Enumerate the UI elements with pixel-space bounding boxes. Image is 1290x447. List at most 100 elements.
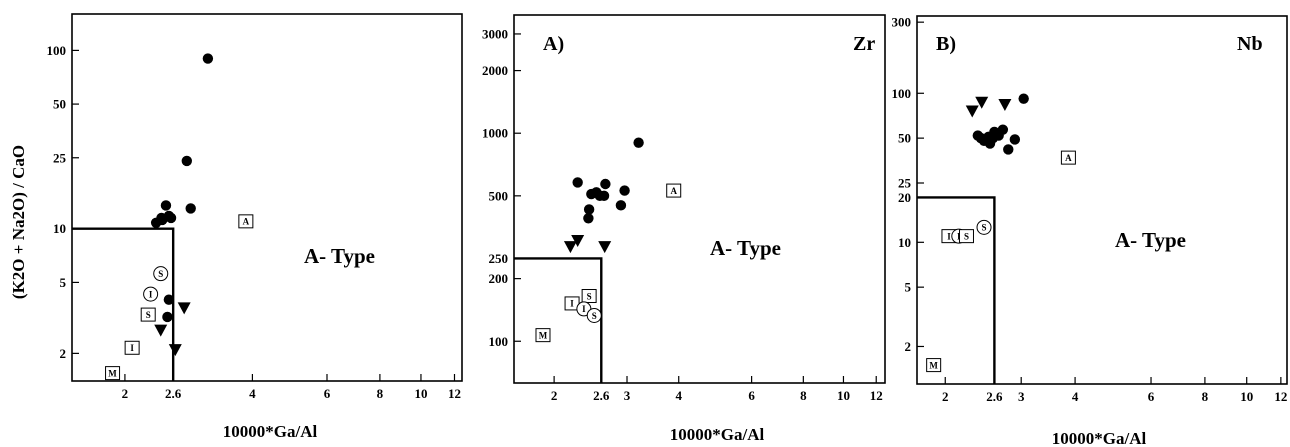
- y-tick-label: 50: [898, 131, 911, 146]
- x-tick-label: 10: [837, 388, 850, 403]
- x-tick-label: 12: [1274, 389, 1287, 404]
- data-point-circle: [615, 200, 627, 211]
- reference-label-s: S: [158, 269, 163, 279]
- data-point-circle: [984, 138, 996, 149]
- data-point-triangle: [965, 105, 979, 118]
- reference-box-m: [926, 358, 942, 373]
- plot-frame: [916, 15, 1288, 385]
- reference-label-a: A: [670, 186, 677, 196]
- data-point-circle: [583, 204, 595, 215]
- y-tick-label: 3000: [482, 26, 508, 41]
- a-type-field-label: A- Type: [1115, 228, 1186, 252]
- reference-box-i: [124, 340, 140, 355]
- panel-b-nb: 10000*Ga/Al B) Nb 2 2.6 3 4 6 8 10 122510202550…: [892, 15, 1288, 447]
- panel-a-zr: 10000*Ga/Al A) Zr 2 2.6 3 4 6 8 10 12 100 200 250 5…: [482, 14, 886, 444]
- data-point-circle: [572, 177, 583, 188]
- data-point-circle: [1018, 93, 1029, 104]
- data-point-triangle: [975, 96, 989, 109]
- data-point-circle: [165, 212, 177, 224]
- panel-letter-label: B): [936, 33, 956, 55]
- reference-box-m: [535, 328, 551, 343]
- y-tick-label: 10: [898, 235, 911, 250]
- data-point-circle: [1009, 134, 1021, 145]
- reference-label-i: I: [570, 299, 574, 309]
- data-point-circle: [598, 190, 610, 202]
- reference-label-i: I: [582, 304, 586, 314]
- x-tick-label: 8: [1202, 389, 1209, 404]
- y-tick-label: 2000: [482, 63, 508, 78]
- y-tick-label: 100: [489, 334, 509, 349]
- data-point-circle: [619, 185, 630, 196]
- x-tick-label: 6: [748, 388, 755, 403]
- x-tick-label: 2: [122, 386, 129, 401]
- panel-element-label: Zr: [853, 33, 875, 55]
- reference-label-i: I: [947, 231, 951, 241]
- reference-box-a: [1060, 150, 1076, 165]
- x-tick-label: 3: [1018, 389, 1025, 404]
- a-type-field-label: A- Type: [710, 236, 781, 260]
- y-tick-label: 50: [53, 97, 66, 112]
- reference-box-s: [958, 229, 974, 244]
- reference-box-a: [666, 183, 682, 198]
- y-tick-label: 25: [898, 175, 912, 190]
- reference-circle-s: [976, 219, 992, 235]
- plot-frame: [71, 13, 463, 382]
- data-point-triangle: [168, 344, 182, 357]
- data-point-circle: [185, 203, 196, 214]
- reference-box-a: [238, 214, 254, 229]
- panel-x-axis-title: 10000*Ga/Al: [1052, 429, 1147, 447]
- data-point-circle: [181, 155, 193, 167]
- x-tick-label: 2.6: [986, 389, 1003, 404]
- panel-letter-label: A): [543, 33, 564, 55]
- a-type-field-label: A- Type: [304, 244, 375, 268]
- y-tick-label: 250: [489, 251, 509, 266]
- panel-element-label: Nb: [1237, 33, 1263, 55]
- data-point-triangle: [563, 241, 577, 254]
- panel-x-axis-title: 10000*Ga/Al: [670, 425, 765, 444]
- y-tick-label: 2: [60, 346, 67, 361]
- reference-circle-s: [153, 266, 169, 282]
- y-tick-label: 10: [53, 221, 66, 236]
- y-tick-label: 25: [53, 150, 67, 165]
- data-point-triangle: [177, 302, 191, 315]
- data-point-circle: [160, 200, 172, 211]
- reference-label-i: I: [149, 289, 153, 299]
- field-boundary-line: [514, 257, 603, 383]
- x-tick-label: 6: [324, 386, 331, 401]
- data-point-circle: [202, 53, 214, 64]
- x-tick-label: 6: [1148, 389, 1155, 404]
- y-tick-label: 5: [60, 275, 67, 290]
- data-point-circle: [975, 132, 987, 144]
- data-point-circle: [583, 213, 594, 224]
- reference-label-m: M: [108, 368, 117, 378]
- reference-label-s: S: [146, 310, 151, 320]
- reference-label-s: S: [592, 311, 597, 321]
- y-tick-label: 1000: [482, 126, 508, 141]
- reference-circle-i: [143, 286, 159, 302]
- reference-label-i: I: [130, 343, 134, 353]
- panel-y-axis-title: (K2O + Na2O) / CaO: [9, 145, 28, 299]
- reference-label-m: M: [929, 360, 938, 370]
- plot-frame: [513, 14, 886, 384]
- data-point-triangle: [998, 99, 1012, 112]
- x-tick-label: 4: [675, 388, 682, 403]
- y-tick-label: 100: [47, 43, 67, 58]
- y-tick-label: 5: [905, 280, 912, 295]
- data-point-triangle: [571, 234, 585, 247]
- panel-k2o-na2o-cao: (K2O + Na2O) / CaO 10000*Ga/Al 2 2.6 4 6 8 10…: [9, 13, 463, 441]
- x-tick-label: 4: [1072, 389, 1079, 404]
- x-tick-label: 2: [551, 388, 558, 403]
- y-tick-label: 2: [905, 339, 912, 354]
- reference-box-m: [105, 366, 121, 381]
- x-tick-label: 12: [870, 388, 883, 403]
- reference-label-s: S: [587, 291, 592, 301]
- data-point-circle: [633, 137, 644, 148]
- reference-box-s: [140, 307, 156, 322]
- panel-x-axis-title: 10000*Ga/Al: [223, 422, 318, 441]
- x-tick-label: 2.6: [165, 386, 182, 401]
- y-tick-label: 20: [898, 190, 911, 205]
- reference-label-s: S: [982, 223, 987, 233]
- y-tick-label: 300: [892, 15, 912, 30]
- reference-label-a: A: [1065, 153, 1072, 163]
- x-tick-label: 12: [448, 386, 461, 401]
